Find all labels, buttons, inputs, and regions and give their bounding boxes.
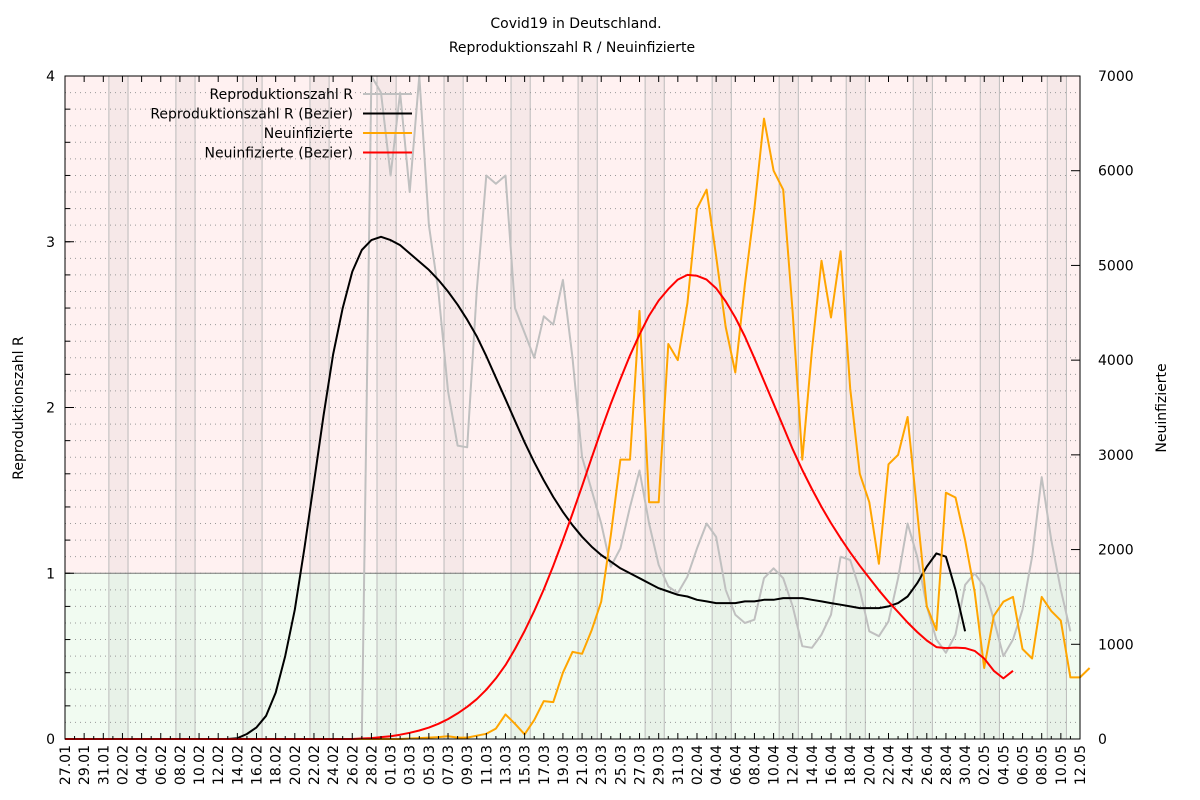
x-tick-label: 16.02 bbox=[250, 745, 266, 785]
y-tick-label: 4 bbox=[46, 69, 55, 85]
y2-tick-label: 1000 bbox=[1098, 637, 1134, 653]
y-tick-label: 0 bbox=[46, 732, 55, 748]
x-tick-label: 02.04 bbox=[690, 745, 706, 785]
x-tick-label: 06.04 bbox=[728, 745, 744, 785]
x-tick-label: 24.02 bbox=[326, 745, 342, 785]
chart-title-line-2: Reproduktionszahl R / Neuinfizierte bbox=[449, 40, 695, 56]
x-tick-label: 24.04 bbox=[901, 745, 917, 785]
y2-tick-label: 3000 bbox=[1098, 448, 1134, 464]
chart-title-line-1: Covid19 in Deutschland. bbox=[490, 16, 661, 32]
x-tick-label: 06.05 bbox=[1016, 745, 1032, 785]
gridlines bbox=[65, 76, 1080, 739]
x-tick-label: 08.02 bbox=[173, 745, 189, 785]
x-tick-label: 12.04 bbox=[786, 745, 802, 785]
weekend-band bbox=[913, 76, 932, 739]
legend: Reproduktionszahl R Reproduktionszahl R (… bbox=[150, 87, 412, 162]
y-tick-label: 1 bbox=[46, 566, 55, 582]
x-tick-label: 16.04 bbox=[824, 745, 840, 785]
x-tick-label: 27.01 bbox=[58, 745, 74, 785]
weekend-band bbox=[377, 76, 396, 739]
y2-tick-label: 4000 bbox=[1098, 353, 1134, 369]
x-tick-label: 14.04 bbox=[805, 745, 821, 785]
x-tick-label: 15.03 bbox=[518, 745, 534, 785]
legend-label: Neuinfizierte bbox=[264, 126, 353, 142]
x-tick-label: 06.02 bbox=[154, 745, 170, 785]
x-tick-label: 02.02 bbox=[115, 745, 131, 785]
x-tick-label: 12.05 bbox=[1073, 745, 1089, 785]
x-tick-label: 22.02 bbox=[307, 745, 323, 785]
x-tick-label: 13.03 bbox=[498, 745, 514, 785]
y2-tick-label: 2000 bbox=[1098, 543, 1134, 559]
legend-label: Reproduktionszahl R (Bezier) bbox=[150, 107, 353, 123]
x-tick-label: 22.04 bbox=[881, 745, 897, 785]
x-tick-label: 20.02 bbox=[288, 745, 304, 785]
series-line-reproduktionszahl-r bbox=[360, 75, 1072, 740]
x-tick-label: 26.02 bbox=[345, 745, 361, 785]
x-tick-label: 10.02 bbox=[192, 745, 208, 785]
x-tick-label: 26.04 bbox=[920, 745, 936, 785]
x-tick-label: 01.03 bbox=[384, 745, 400, 785]
x-tick-label: 03.03 bbox=[403, 745, 419, 785]
x-tick-label: 28.02 bbox=[364, 745, 380, 785]
x-tick-label: 07.03 bbox=[441, 745, 457, 785]
x-tick-label: 31.03 bbox=[671, 745, 687, 785]
x-tick-label: 11.03 bbox=[479, 745, 495, 785]
weekend-band bbox=[645, 76, 664, 739]
y2-tick-label: 6000 bbox=[1098, 164, 1134, 180]
x-tick-label: 21.03 bbox=[575, 745, 591, 785]
x-tick-label: 04.05 bbox=[996, 745, 1012, 785]
x-tick-label: 29.03 bbox=[652, 745, 668, 785]
x-tick-label: 17.03 bbox=[537, 745, 553, 785]
x-tick-label: 30.04 bbox=[958, 745, 974, 785]
x-tick-label: 02.05 bbox=[977, 745, 993, 785]
x-tick-label: 09.03 bbox=[460, 745, 476, 785]
x-tick-label: 31.01 bbox=[96, 745, 112, 785]
y-axis-label: Reproduktionszahl R bbox=[11, 336, 27, 480]
y2-axis-label: Neuinfizierte bbox=[1154, 363, 1170, 452]
x-tick-label: 18.02 bbox=[269, 745, 285, 785]
y2-tick-label: 0 bbox=[1098, 732, 1107, 748]
legend-label: Reproduktionszahl R bbox=[210, 87, 354, 103]
y2-tick-label: 5000 bbox=[1098, 258, 1134, 274]
x-tick-label: 08.05 bbox=[1035, 745, 1051, 785]
x-tick-label: 28.04 bbox=[939, 745, 955, 785]
legend-label: Neuinfizierte (Bezier) bbox=[205, 146, 353, 162]
x-tick-label: 23.03 bbox=[594, 745, 610, 785]
x-tick-label: 25.03 bbox=[613, 745, 629, 785]
x-tick-label: 12.02 bbox=[211, 745, 227, 785]
x-tick-label: 29.01 bbox=[77, 745, 93, 785]
y-tick-label: 3 bbox=[46, 235, 55, 251]
y2-tick-label: 7000 bbox=[1098, 69, 1134, 85]
x-tick-label: 14.02 bbox=[230, 745, 246, 785]
x-tick-label: 27.03 bbox=[633, 745, 649, 785]
x-tick-label: 19.03 bbox=[556, 745, 572, 785]
x-tick-label: 08.04 bbox=[747, 745, 763, 785]
x-tick-label: 04.02 bbox=[135, 745, 151, 785]
x-tick-label: 10.05 bbox=[1054, 745, 1070, 785]
x-tick-label: 05.03 bbox=[422, 745, 438, 785]
x-tick-label: 10.04 bbox=[767, 745, 783, 785]
y-tick-label: 2 bbox=[46, 401, 55, 417]
x-tick-label: 04.04 bbox=[709, 745, 725, 785]
plot-background bbox=[65, 76, 1080, 739]
x-tick-label: 18.04 bbox=[843, 745, 859, 785]
weekend-band bbox=[310, 76, 329, 739]
x-tick-label: 20.04 bbox=[862, 745, 878, 785]
